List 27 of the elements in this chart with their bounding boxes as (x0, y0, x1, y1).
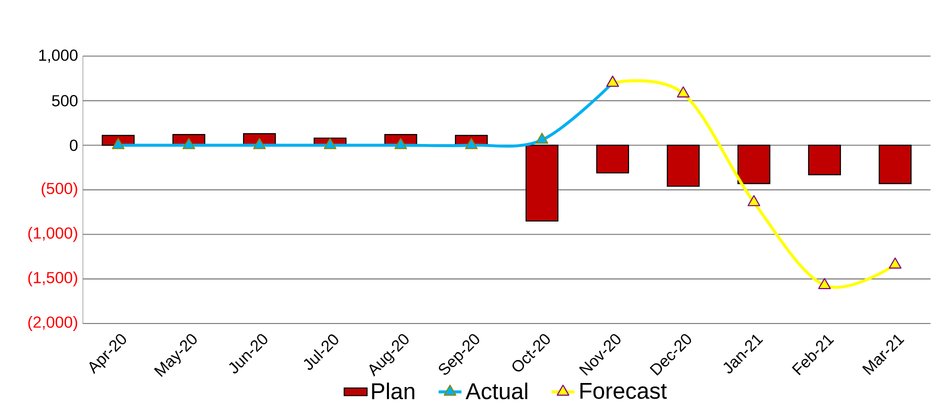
point (888, 257, 902, 269)
bar (526, 144, 558, 222)
point (465, 138, 478, 150)
point (536, 132, 548, 144)
point (324, 138, 336, 150)
legend-label: Actual (466, 382, 528, 400)
bar (596, 144, 630, 174)
point (676, 86, 690, 98)
point (394, 138, 408, 150)
y-tick-label: 500 (52, 94, 78, 106)
point (112, 138, 125, 150)
bar (737, 144, 770, 184)
point (182, 138, 196, 150)
y-tick-label: (1,000) (28, 226, 78, 242)
y-tick-label: (500) (42, 182, 78, 198)
bar (666, 144, 700, 187)
point (748, 195, 760, 206)
bar (808, 144, 841, 176)
point (253, 138, 266, 150)
legend-label: Plan (372, 382, 414, 400)
y-tick-label: 1,000 (39, 49, 78, 63)
bar (878, 144, 912, 184)
point (818, 278, 831, 290)
y-tick-label: (2,000) (28, 316, 78, 331)
legend-label: Forecast (580, 382, 667, 399)
y-tick-label: 0 (70, 140, 78, 151)
y-tick-label: (1,500) (28, 271, 78, 286)
